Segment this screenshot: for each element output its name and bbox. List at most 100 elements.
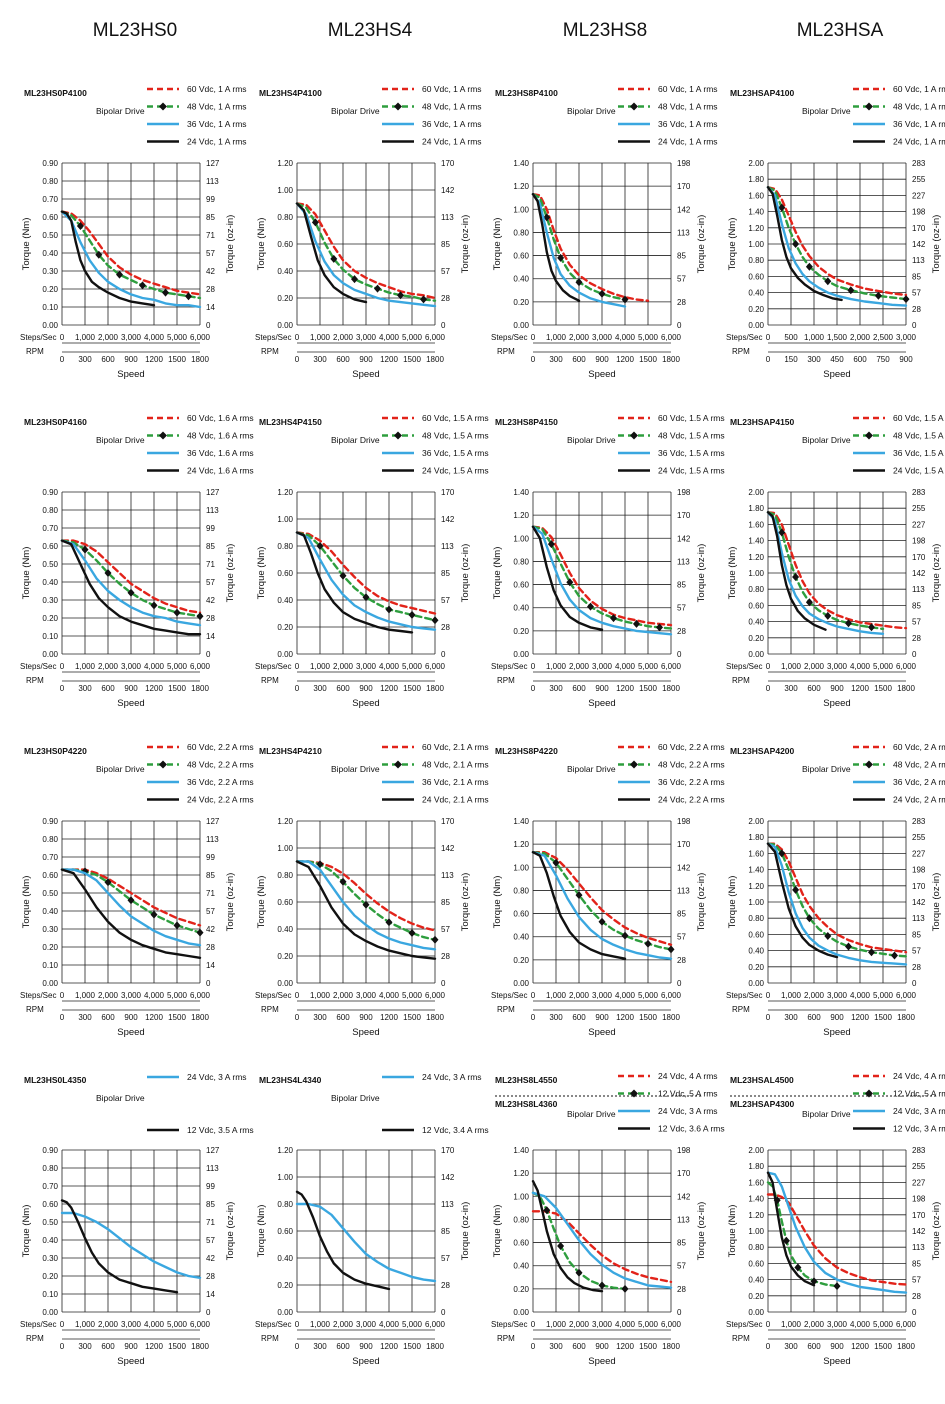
y-right-tick-label: 57 — [677, 933, 686, 942]
y-left-tick-label: 0.60 — [513, 581, 529, 590]
rpm-tick-label: 1200 — [145, 355, 163, 364]
series-curve — [766, 1171, 908, 1294]
y-right-axis-title: Torque (oz-in) — [696, 544, 707, 603]
rpm-tick-label: 1800 — [191, 684, 209, 693]
steps-axis-label: Steps/Sec — [255, 991, 291, 1000]
steps-tick-label: 0 — [60, 1320, 65, 1329]
series-diamond-marker — [792, 240, 800, 248]
rpm-tick-label: 300 — [313, 355, 327, 364]
y-left-tick-label: 2.00 — [748, 1146, 764, 1155]
series-diamond-marker — [385, 918, 393, 927]
steps-tick-label: 2,000 — [333, 333, 354, 342]
rpm-axis-label: RPM — [497, 347, 515, 356]
steps-tick-label: 6,000 — [190, 991, 211, 1000]
legend-entry: 24 Vdc, 2.1 A rms — [422, 795, 489, 805]
series-diamond-marker — [543, 1206, 551, 1215]
series-diamond-marker — [339, 877, 347, 886]
y-left-tick-label: 0.20 — [748, 1292, 764, 1301]
rpm-tick-label: 1800 — [662, 355, 680, 364]
y-right-tick-label: 42 — [206, 596, 215, 605]
rpm-tick-label: 1500 — [874, 1013, 892, 1022]
steps-tick-label: 1,000 — [546, 991, 567, 1000]
steps-axis-label: Steps/Sec — [491, 333, 527, 342]
series-curve — [295, 202, 368, 304]
steps-tick-label: 4,000 — [379, 1320, 400, 1329]
rpm-tick-label: 300 — [78, 1013, 92, 1022]
chart-panel: ML23HSAP4100 Bipolar Drive 60 Vdc, 1 A rms… — [726, 84, 945, 380]
y-left-tick-label: 0.60 — [748, 1259, 764, 1268]
rpm-tick-label: 900 — [124, 684, 138, 693]
y-right-tick-label: 255 — [912, 833, 926, 842]
y-right-tick-label: 57 — [677, 275, 686, 284]
x-axis-title: Speed — [588, 1356, 615, 1367]
steps-tick-label: 4,000 — [615, 333, 636, 342]
legend-entry: 60 Vdc, 1.5 A rms — [893, 413, 945, 423]
y-left-tick-label: 0.90 — [42, 159, 58, 168]
y-left-tick-label: 0.00 — [277, 321, 293, 330]
legend-entry: 48 Vdc, 1 A rms — [893, 102, 945, 112]
legend-entry: 60 Vdc, 1 A rms — [893, 84, 945, 94]
rpm-tick-label: 1200 — [145, 1013, 163, 1022]
series-curve — [295, 202, 437, 300]
rpm-tick-label: 900 — [595, 1013, 609, 1022]
series-curve — [766, 1193, 908, 1286]
steps-tick-label: 6,000 — [661, 333, 682, 342]
y-right-tick-label: 170 — [912, 882, 926, 891]
y-left-tick-label: 0.80 — [42, 1164, 58, 1173]
y-right-axis-title: Torque (oz-in) — [931, 873, 942, 932]
x-axis-title: Speed — [117, 369, 144, 380]
y-right-tick-label: 57 — [912, 947, 921, 956]
rpm-tick-label: 300 — [549, 355, 563, 364]
y-left-tick-label: 0.70 — [42, 1182, 58, 1191]
rpm-tick-label: 0 — [295, 684, 300, 693]
steps-tick-label: 1,000 — [310, 333, 331, 342]
y-left-tick-label: 0.80 — [277, 1200, 293, 1209]
y-right-tick-label: 57 — [441, 267, 450, 276]
y-left-tick-label: 1.00 — [277, 186, 293, 195]
y-right-tick-label: 85 — [206, 1200, 215, 1209]
series-curve — [60, 539, 202, 614]
series-curve — [531, 1191, 627, 1291]
rpm-axis-label: RPM — [732, 1005, 750, 1014]
rpm-tick-label: 1200 — [851, 684, 869, 693]
y-left-tick-label: 0.30 — [42, 925, 58, 934]
series-diamond-marker — [76, 222, 84, 230]
x-axis-title: Speed — [588, 1027, 615, 1038]
y-right-tick-label: 14 — [206, 303, 215, 312]
y-left-tick-label: 0.00 — [748, 1308, 764, 1317]
y-left-tick-label: 0.20 — [42, 943, 58, 952]
legend-entry: 24 Vdc, 1.5 A rms — [658, 466, 725, 476]
series-diamond-marker — [374, 284, 381, 293]
series-diamond-marker — [552, 858, 560, 867]
steps-tick-label: 3,000 — [121, 333, 142, 342]
series-diamond-marker — [824, 611, 832, 620]
y-left-axis-title: Torque (Nm) — [21, 218, 32, 271]
y-left-axis-title: Torque (Nm) — [727, 1205, 738, 1258]
y-right-tick-label: 142 — [677, 534, 691, 543]
panel-model-label: ML23HSAP4200 — [730, 746, 795, 756]
y-right-tick-label: 85 — [441, 1227, 450, 1236]
rpm-tick-label: 1800 — [662, 1013, 680, 1022]
y-left-tick-label: 1.00 — [748, 898, 764, 907]
series-diamond-marker — [824, 277, 832, 286]
y-right-tick-label: 28 — [206, 285, 215, 294]
y-right-tick-label: 113 — [441, 1200, 454, 1209]
legend-diamond-marker — [159, 760, 167, 769]
series-curve — [60, 210, 202, 300]
steps-tick-label: 4,000 — [615, 662, 636, 671]
series-curve — [531, 1191, 673, 1289]
steps-tick-label: 5,000 — [638, 333, 659, 342]
steps-tick-label: 5,000 — [402, 333, 423, 342]
rpm-tick-label: 1500 — [168, 684, 186, 693]
y-left-tick-label: 0.60 — [42, 1200, 58, 1209]
y-left-axis-title: Torque (Nm) — [727, 876, 738, 929]
steps-tick-label: 3,000 — [356, 662, 377, 671]
bipolar-drive-label: Bipolar Drive — [96, 764, 145, 774]
series-diamond-marker — [543, 213, 551, 222]
y-left-axis-title: Torque (Nm) — [492, 547, 503, 600]
y-right-tick-label: 113 — [677, 557, 690, 566]
rpm-tick-label: 900 — [359, 684, 373, 693]
steps-tick-label: 6,000 — [661, 662, 682, 671]
y-left-tick-label: 0.40 — [277, 1254, 293, 1263]
legend-entry: 36 Vdc, 2 A rms — [893, 777, 945, 787]
